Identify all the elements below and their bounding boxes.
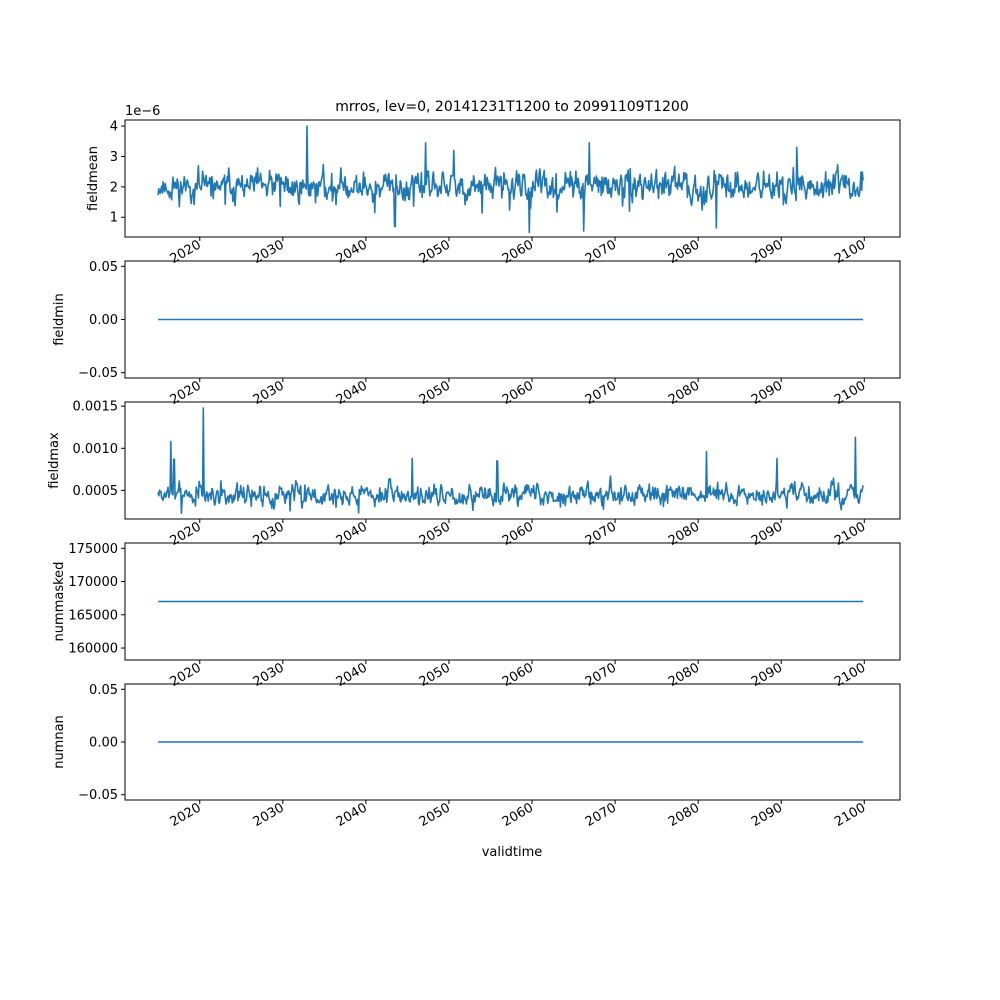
x-tick-label: 2060	[500, 237, 536, 267]
x-tick-label: 2090	[749, 378, 785, 408]
x-axis-label: validtime	[482, 845, 543, 860]
y-tick-label: −0.05	[78, 366, 118, 381]
x-tick-label: 2070	[583, 800, 619, 830]
x-tick-label: 2050	[417, 378, 453, 408]
x-tick-label: 2070	[583, 660, 619, 690]
y-tick-label: 0.05	[89, 260, 118, 275]
x-tick-label: 2030	[251, 800, 287, 830]
y-tick-label: 170000	[68, 575, 118, 590]
x-tick-label: 2070	[583, 378, 619, 408]
x-tick-label: 2020	[168, 519, 204, 549]
y-axis-label-numnan: numnan	[52, 715, 67, 769]
x-tick-label: 2070	[583, 237, 619, 267]
x-tick-label: 2020	[168, 237, 204, 267]
y-tick-label: 165000	[68, 608, 118, 623]
series-line-fieldmax	[157, 407, 864, 515]
x-tick-label: 2040	[334, 237, 370, 267]
x-tick-label: 2020	[168, 800, 204, 830]
y-tick-label: 0.05	[89, 683, 118, 698]
x-tick-label: 2100	[832, 378, 868, 408]
y-tick-label: 0.0015	[73, 400, 119, 415]
x-tick-label: 2080	[666, 378, 702, 408]
plot-frame-fieldmean	[124, 119, 901, 238]
x-tick-label: 2040	[334, 800, 370, 830]
x-tick-label: 2040	[334, 519, 370, 549]
y-tick-label: 160000	[68, 642, 118, 657]
y-offset-text: 1e−6	[125, 104, 160, 119]
y-axis-label-fieldmax: fieldmax	[47, 432, 62, 489]
x-tick-label: 2030	[251, 519, 287, 549]
x-tick-label: 2020	[168, 660, 204, 690]
x-tick-label: 2060	[500, 800, 536, 830]
x-tick-label: 2090	[749, 660, 785, 690]
y-tick-label: 2	[110, 180, 118, 195]
y-tick-label: 0.0005	[73, 484, 119, 499]
x-tick-label: 2070	[583, 519, 619, 549]
x-tick-label: 2030	[251, 378, 287, 408]
y-tick-label: 0.00	[89, 313, 118, 328]
x-tick-label: 2060	[500, 519, 536, 549]
x-tick-label: 2090	[749, 519, 785, 549]
x-tick-label: 2040	[334, 378, 370, 408]
x-tick-label: 2080	[666, 519, 702, 549]
x-tick-label: 2100	[832, 660, 868, 690]
x-tick-label: 2080	[666, 800, 702, 830]
x-tick-label: 2050	[417, 237, 453, 267]
x-tick-label: 2030	[251, 660, 287, 690]
y-tick-label: 0.00	[89, 736, 118, 751]
y-tick-label: 175000	[68, 542, 118, 557]
x-tick-label: 2060	[500, 660, 536, 690]
x-tick-label: 2050	[417, 519, 453, 549]
y-axis-label-fieldmean: fieldmean	[86, 146, 101, 211]
x-tick-label: 2100	[832, 519, 868, 549]
y-axis-label-nummasked: nummasked	[52, 562, 67, 642]
figure-title: mrros, lev=0, 20141231T1200 to 20991109T…	[335, 99, 689, 115]
y-tick-label: −0.05	[78, 788, 118, 803]
x-tick-label: 2090	[749, 237, 785, 267]
x-tick-label: 2050	[417, 660, 453, 690]
y-tick-label: 4	[110, 120, 118, 135]
x-tick-label: 2020	[168, 378, 204, 408]
y-tick-label: 0.0010	[73, 442, 119, 457]
plot-frame-fieldmax	[124, 401, 901, 520]
y-axis-label-fieldmin: fieldmin	[52, 293, 67, 346]
x-tick-label: 2060	[500, 378, 536, 408]
series-line-fieldmean	[157, 125, 864, 234]
y-tick-label: 1	[110, 211, 118, 226]
plot-frame-nummasked	[124, 542, 901, 661]
x-tick-label: 2080	[666, 237, 702, 267]
x-tick-label: 2100	[832, 800, 868, 830]
x-tick-label: 2100	[832, 237, 868, 267]
y-tick-label: 3	[110, 150, 118, 165]
x-tick-label: 2030	[251, 237, 287, 267]
x-tick-label: 2080	[666, 660, 702, 690]
x-tick-label: 2090	[749, 800, 785, 830]
x-tick-label: 2040	[334, 660, 370, 690]
x-tick-label: 2050	[417, 800, 453, 830]
